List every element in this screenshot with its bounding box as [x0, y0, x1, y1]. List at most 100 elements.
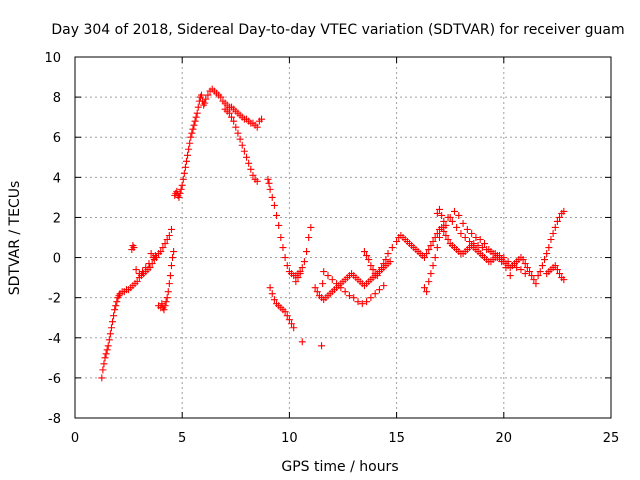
- data-point: [363, 252, 371, 260]
- x-tick-label: 10: [281, 431, 298, 446]
- data-point: [345, 292, 353, 300]
- y-tick-label: 6: [53, 131, 61, 146]
- data-point: [420, 254, 428, 262]
- data-point: [249, 171, 257, 179]
- data-point: [380, 282, 388, 290]
- data-point: [425, 246, 433, 254]
- data-point: [184, 151, 192, 159]
- data-point: [234, 129, 242, 137]
- data-point: [279, 244, 287, 252]
- data-point: [285, 316, 293, 324]
- data-point: [543, 250, 551, 258]
- data-point: [243, 153, 251, 161]
- data-point: [164, 288, 172, 296]
- data-point: [485, 246, 493, 254]
- data-point: [236, 135, 244, 143]
- x-tick-label: 15: [388, 431, 405, 446]
- y-tick-label: -8: [48, 412, 61, 427]
- data-point: [553, 217, 561, 225]
- data-point: [393, 238, 401, 246]
- data-point: [337, 284, 345, 292]
- data-point: [442, 231, 450, 239]
- data-point: [363, 298, 371, 306]
- data-point: [386, 258, 394, 266]
- data-point: [159, 244, 167, 252]
- data-point: [476, 236, 484, 244]
- data-point: [228, 113, 236, 121]
- data-point: [551, 223, 559, 231]
- data-point: [109, 318, 117, 326]
- data-point: [264, 175, 272, 183]
- data-point: [521, 260, 529, 268]
- y-tick-labels: -8 -6 -4 -2 0 2 4 6 8 10: [44, 51, 61, 427]
- data-point: [170, 248, 178, 256]
- data-point: [107, 324, 115, 332]
- data-point: [163, 294, 171, 302]
- plot-frame: [74, 56, 612, 419]
- data-point: [266, 185, 274, 193]
- data-point: [176, 189, 184, 197]
- data-point: [151, 252, 159, 260]
- data-point: [133, 278, 141, 286]
- data-point: [181, 163, 189, 171]
- data-point: [110, 312, 118, 320]
- data-point: [193, 109, 201, 117]
- data-point: [560, 276, 568, 284]
- data-point: [204, 91, 212, 99]
- data-point: [258, 115, 266, 123]
- data-point: [425, 278, 433, 286]
- data-point: [270, 201, 278, 209]
- data-point: [333, 280, 341, 288]
- data-point: [463, 225, 471, 233]
- data-point: [556, 213, 564, 221]
- axis-ticks: [74, 56, 612, 419]
- data-point: [157, 248, 165, 256]
- data-point: [194, 103, 202, 111]
- data-point: [444, 236, 452, 244]
- y-tick-label: 2: [53, 211, 61, 226]
- data-point: [541, 256, 549, 264]
- x-axis-label: GPS time / hours: [281, 459, 398, 475]
- data-point: [513, 264, 521, 272]
- data-point: [438, 211, 446, 219]
- data-point: [111, 306, 119, 314]
- x-tick-label: 25: [603, 431, 620, 446]
- data-point: [185, 145, 193, 153]
- data-point: [448, 217, 456, 225]
- data-point: [435, 205, 443, 213]
- data-point: [298, 338, 306, 346]
- data-point: [489, 250, 497, 258]
- data-point: [367, 262, 375, 270]
- data-point: [320, 268, 328, 276]
- data-point: [305, 234, 313, 241]
- chart-title: Day 304 of 2018, Sidereal Day-to-day VTE…: [51, 22, 624, 38]
- data-point: [367, 294, 375, 302]
- data-point: [177, 185, 185, 193]
- data-point: [106, 330, 114, 338]
- data-point: [232, 123, 240, 131]
- data-point: [450, 207, 458, 215]
- data-point: [318, 342, 326, 350]
- grid-lines: [75, 57, 611, 418]
- data-point: [506, 272, 514, 280]
- data-point: [354, 298, 362, 306]
- data-point: [300, 258, 308, 266]
- data-point: [253, 177, 261, 185]
- data-point: [100, 360, 108, 368]
- x-tick-label: 5: [178, 431, 186, 446]
- data-point: [384, 250, 392, 258]
- data-point: [373, 272, 381, 280]
- data-point: [435, 234, 443, 241]
- data-point: [498, 258, 506, 266]
- data-points: [98, 85, 568, 382]
- data-point: [429, 262, 437, 270]
- data-point: [553, 266, 561, 274]
- data-point: [130, 244, 138, 252]
- data-point: [455, 211, 463, 219]
- data-point: [470, 240, 478, 248]
- data-point: [113, 298, 121, 306]
- data-point: [521, 270, 529, 278]
- data-point: [423, 250, 431, 258]
- data-point: [298, 264, 306, 272]
- data-point: [283, 312, 291, 320]
